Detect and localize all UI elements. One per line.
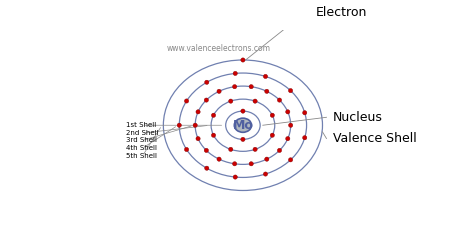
- Circle shape: [241, 58, 245, 62]
- Circle shape: [233, 85, 237, 89]
- Text: 1st Shell: 1st Shell: [126, 122, 156, 128]
- Text: 4th Shell: 4th Shell: [126, 145, 157, 152]
- Circle shape: [211, 133, 216, 137]
- Circle shape: [286, 136, 290, 141]
- Circle shape: [177, 123, 182, 127]
- Circle shape: [277, 98, 282, 102]
- Circle shape: [289, 89, 292, 93]
- Text: Electron: Electron: [316, 6, 367, 19]
- Circle shape: [277, 148, 282, 153]
- Text: 3rd Shell: 3rd Shell: [126, 137, 157, 144]
- Circle shape: [211, 113, 216, 117]
- Circle shape: [270, 113, 274, 117]
- Text: 5th Shell: 5th Shell: [126, 154, 157, 159]
- Circle shape: [241, 137, 245, 142]
- Circle shape: [264, 157, 269, 161]
- Text: Nucleus: Nucleus: [333, 111, 383, 124]
- Circle shape: [184, 147, 189, 152]
- Circle shape: [302, 136, 307, 140]
- Text: Valence Shell: Valence Shell: [333, 132, 417, 145]
- Circle shape: [233, 71, 237, 76]
- Circle shape: [289, 123, 293, 127]
- Circle shape: [241, 109, 245, 113]
- Circle shape: [302, 111, 307, 115]
- Circle shape: [228, 99, 233, 103]
- Circle shape: [204, 148, 209, 153]
- Circle shape: [264, 172, 268, 176]
- Circle shape: [184, 99, 189, 103]
- Text: 2nd Shell: 2nd Shell: [126, 130, 159, 136]
- Circle shape: [249, 85, 253, 89]
- Circle shape: [253, 147, 257, 152]
- Circle shape: [286, 110, 290, 114]
- Circle shape: [205, 166, 209, 170]
- Circle shape: [205, 80, 209, 84]
- Circle shape: [264, 89, 269, 93]
- Circle shape: [233, 162, 237, 166]
- Text: www.valenceelectrons.com: www.valenceelectrons.com: [167, 44, 271, 53]
- Circle shape: [217, 157, 221, 161]
- Circle shape: [289, 158, 293, 162]
- Circle shape: [196, 136, 200, 141]
- Ellipse shape: [234, 118, 252, 132]
- Circle shape: [233, 175, 237, 179]
- Text: Mo: Mo: [232, 119, 254, 132]
- Circle shape: [264, 74, 268, 79]
- Circle shape: [193, 123, 197, 127]
- Circle shape: [217, 89, 221, 93]
- Circle shape: [249, 162, 253, 166]
- Circle shape: [228, 147, 233, 152]
- Circle shape: [253, 99, 257, 103]
- Circle shape: [204, 98, 209, 102]
- Circle shape: [270, 133, 274, 137]
- Circle shape: [196, 110, 200, 114]
